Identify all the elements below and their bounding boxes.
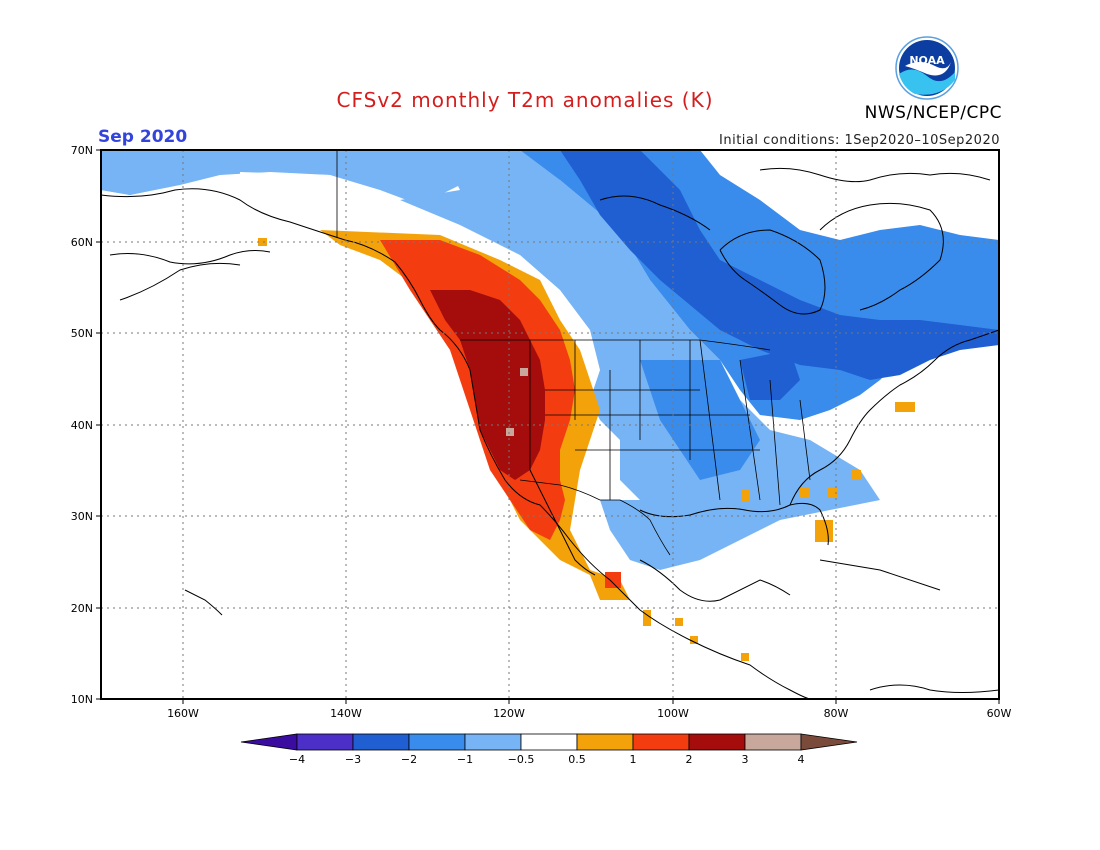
lon-label: 100W (657, 707, 689, 720)
lon-label: 160W (167, 707, 199, 720)
lon-label: 120W (493, 707, 525, 720)
coastlines (101, 167, 999, 699)
colorbar-swatch (744, 733, 802, 751)
tick-marks (96, 149, 1000, 704)
anomaly-shading (101, 150, 999, 661)
colorbar-label: −4 (289, 753, 305, 766)
forecast-month: Sep 2020 (98, 127, 188, 147)
colorbar: −4 −3 −2 −1 −0.5 0.5 1 2 3 4 (240, 733, 858, 766)
lat-label: 30N (71, 510, 93, 523)
colorbar-swatch (576, 733, 634, 751)
colorbar-label: 4 (798, 753, 805, 766)
colorbar-swatch (632, 733, 690, 751)
lon-label: 140W (330, 707, 362, 720)
colorbar-swatch (352, 733, 410, 751)
colorbar-high-arrow (800, 733, 858, 751)
colorbar-label: −0.5 (508, 753, 535, 766)
agency-label: NWS/NCEP/CPC (864, 103, 1002, 123)
lon-label: 80W (824, 707, 849, 720)
chart-title: CFSv2 monthly T2m anomalies (K) (336, 88, 714, 112)
logo-text: NOAA (909, 54, 945, 67)
lon-label: 60W (987, 707, 1012, 720)
lat-label: 70N (71, 144, 93, 157)
latitude-labels: 70N 60N 50N 40N 30N 20N 10N (71, 144, 93, 706)
grid-lines (101, 150, 999, 699)
colorbar-swatch (688, 733, 746, 751)
lat-label: 20N (71, 602, 93, 615)
political-borders (336, 150, 811, 556)
lat-label: 40N (71, 419, 93, 432)
colorbar-swatch (408, 733, 466, 751)
lat-label: 10N (71, 693, 93, 706)
colorbar-label: 2 (686, 753, 693, 766)
colorbar-label: −1 (457, 753, 473, 766)
initial-conditions: Initial conditions: 1Sep2020–10Sep2020 (719, 133, 1000, 148)
colorbar-swatch (464, 733, 522, 751)
colorbar-label: −2 (401, 753, 417, 766)
noaa-logo: NOAA (895, 36, 959, 100)
colorbar-label: 3 (742, 753, 749, 766)
colorbar-label: 0.5 (568, 753, 586, 766)
lat-label: 60N (71, 236, 93, 249)
colorbar-label: 1 (630, 753, 637, 766)
colorbar-swatch (520, 733, 578, 751)
colorbar-label: −3 (345, 753, 361, 766)
lat-label: 50N (71, 327, 93, 340)
colorbar-swatch (296, 733, 354, 751)
colorbar-low-arrow (240, 733, 298, 751)
longitude-labels: 160W 140W 120W 100W 80W 60W (167, 707, 1011, 720)
